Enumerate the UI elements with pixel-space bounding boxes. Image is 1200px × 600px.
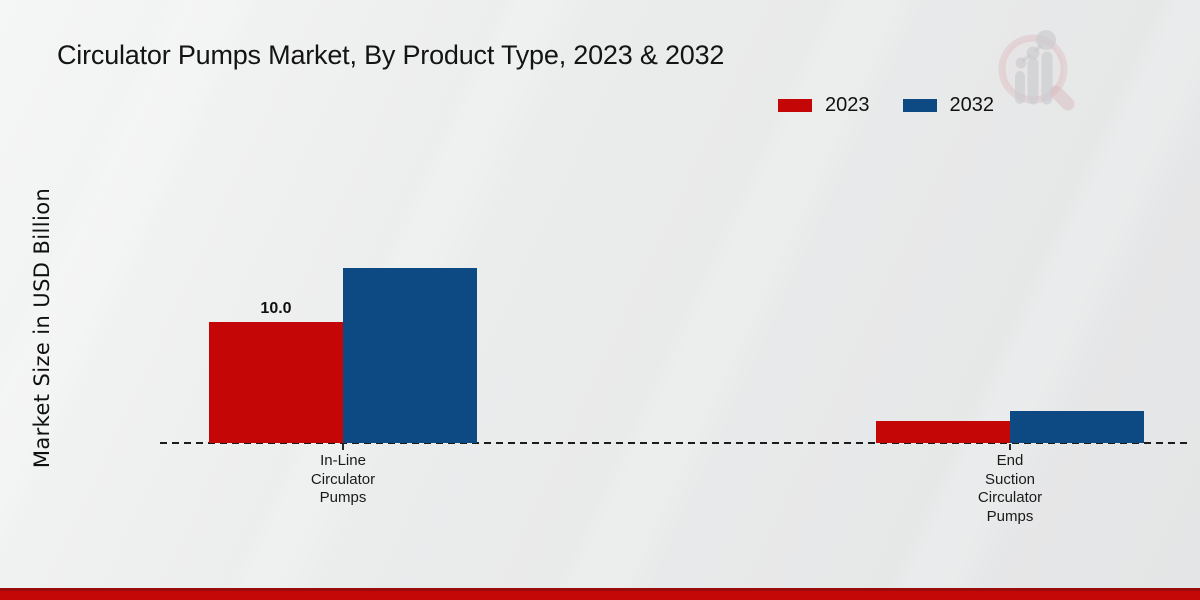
axis-tick-category-2 xyxy=(1009,444,1011,450)
legend-item-2032: 2032 xyxy=(902,94,995,117)
bar-2032-category-1 xyxy=(343,268,477,443)
legend-item-2023: 2023 xyxy=(778,94,870,117)
legend-label-2032: 2032 xyxy=(949,94,995,116)
chart-title: Circulator Pumps Market, By Product Type… xyxy=(57,40,725,70)
axis-tick-category-1 xyxy=(342,444,344,450)
category-label-in-line-circulator-pumps: In-Line Circulator Pumps xyxy=(310,452,376,506)
value-label-2023-category-1: 10.0 xyxy=(260,300,292,317)
bar-2023-category-1 xyxy=(209,322,343,443)
legend: 2023 2032 xyxy=(778,94,994,117)
bar-2032-category-2 xyxy=(1010,411,1144,443)
legend-swatch-2032 xyxy=(902,99,937,112)
x-axis-baseline xyxy=(160,442,1190,444)
y-axis-label: Market Size in USD Billion xyxy=(30,187,54,469)
legend-swatch-2023 xyxy=(778,99,812,112)
legend-label-2023: 2023 xyxy=(825,94,870,116)
magnifier-bar-chart-logo-icon xyxy=(998,30,1075,111)
bar-2023-category-2 xyxy=(876,421,1010,443)
category-label-end-suction-circulator-pumps: End Suction Circulator Pumps xyxy=(977,452,1043,525)
footer-red-band xyxy=(0,588,1200,600)
